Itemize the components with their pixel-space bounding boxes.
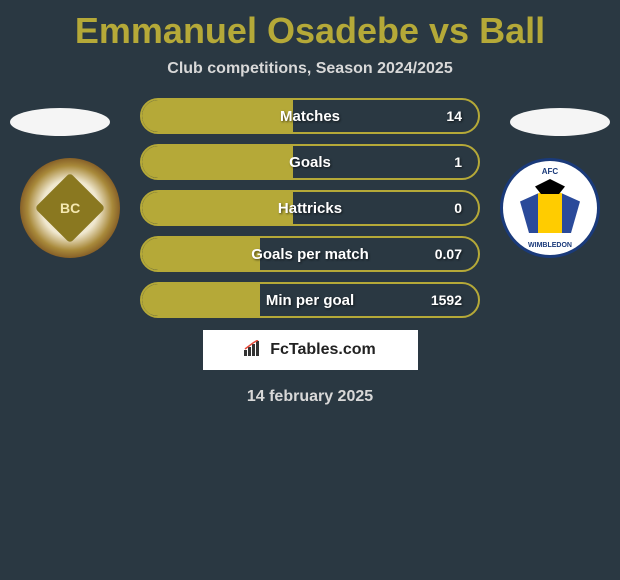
club-badge-left: BC <box>20 158 120 258</box>
stat-label: Min per goal <box>142 292 478 309</box>
stat-value: 0.07 <box>435 246 462 262</box>
subtitle: Club competitions, Season 2024/2025 <box>0 60 620 78</box>
stat-row-hattricks: Hattricks 0 <box>140 190 480 226</box>
stat-row-matches: Matches 14 <box>140 98 480 134</box>
content-area: BC AFC WIMBLEDON Matches 14 Goals 1 Hatt… <box>0 98 620 406</box>
club-badge-right: AFC WIMBLEDON <box>500 158 600 258</box>
badge-right-bottom-text: WIMBLEDON <box>528 242 572 249</box>
stat-label: Goals <box>142 154 478 171</box>
stat-row-min-per-goal: Min per goal 1592 <box>140 282 480 318</box>
player-right-ellipse <box>510 108 610 136</box>
fctables-logo[interactable]: FcTables.com <box>203 330 418 370</box>
badge-left-text: BC <box>60 200 80 216</box>
badge-right-eagle-icon <box>535 179 565 194</box>
stat-row-goals-per-match: Goals per match 0.07 <box>140 236 480 272</box>
stat-value: 0 <box>454 200 462 216</box>
stat-label: Hattricks <box>142 200 478 217</box>
badge-right-shield <box>520 188 580 233</box>
player-left-ellipse <box>10 108 110 136</box>
bar-chart-icon <box>244 340 264 361</box>
stat-label: Goals per match <box>142 246 478 263</box>
logo-text: FcTables.com <box>270 341 376 359</box>
stat-value: 14 <box>446 108 462 124</box>
stat-row-goals: Goals 1 <box>140 144 480 180</box>
badge-right-top-text: AFC <box>542 167 558 176</box>
date-text: 14 february 2025 <box>0 388 620 406</box>
stat-value: 1592 <box>431 292 462 308</box>
page-title: Emmanuel Osadebe vs Ball <box>0 0 620 52</box>
stat-label: Matches <box>142 108 478 125</box>
stat-value: 1 <box>454 154 462 170</box>
badge-left-shield: BC <box>35 173 106 244</box>
stats-container: Matches 14 Goals 1 Hattricks 0 Goals per… <box>140 98 480 318</box>
